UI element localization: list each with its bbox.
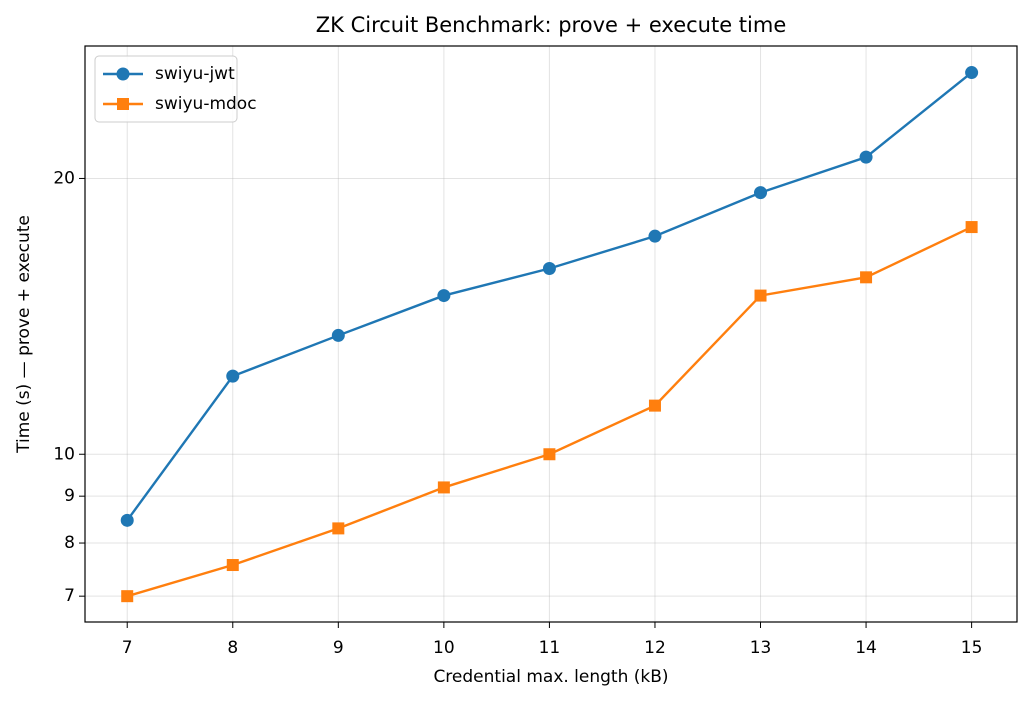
marker — [754, 289, 767, 302]
marker — [965, 66, 979, 80]
x-tick-label: 8 — [227, 638, 238, 658]
x-tick-label: 10 — [433, 638, 455, 658]
x-axis-label: Credential max. length (kB) — [433, 667, 668, 687]
marker — [860, 271, 873, 284]
legend-marker — [116, 67, 130, 81]
marker — [859, 150, 873, 164]
y-tick-label: 7 — [64, 586, 75, 606]
legend-box — [94, 55, 238, 123]
marker — [226, 559, 239, 572]
marker — [226, 369, 240, 383]
marker — [121, 590, 134, 603]
marker — [331, 328, 345, 342]
marker — [543, 448, 556, 461]
x-tick-label: 11 — [539, 638, 561, 658]
y-tick-label: 20 — [53, 168, 75, 188]
marker — [965, 221, 978, 234]
marker — [437, 289, 451, 303]
y-axis-label: Time (s) — prove + execute — [14, 215, 34, 454]
marker — [437, 481, 450, 494]
y-tick-label: 10 — [53, 444, 75, 464]
x-tick-label: 15 — [961, 638, 983, 658]
marker — [542, 261, 556, 275]
marker — [332, 522, 345, 535]
x-tick-label: 13 — [750, 638, 772, 658]
marker — [754, 186, 768, 200]
x-tick-label: 12 — [644, 638, 666, 658]
x-tick-label: 7 — [122, 638, 133, 658]
legend-marker — [117, 98, 129, 110]
x-tick-label: 14 — [855, 638, 877, 658]
x-tick-label: 9 — [333, 638, 344, 658]
legend-label: swiyu-jwt — [155, 64, 235, 84]
legend-label: swiyu-mdoc — [155, 94, 257, 114]
marker — [120, 513, 134, 527]
chart-title: ZK Circuit Benchmark: prove + execute ti… — [316, 13, 787, 37]
y-tick-label: 9 — [64, 486, 75, 506]
plot-frame — [84, 45, 1018, 623]
y-tick-label: 8 — [64, 533, 75, 553]
marker — [648, 229, 662, 243]
marker — [648, 399, 661, 412]
